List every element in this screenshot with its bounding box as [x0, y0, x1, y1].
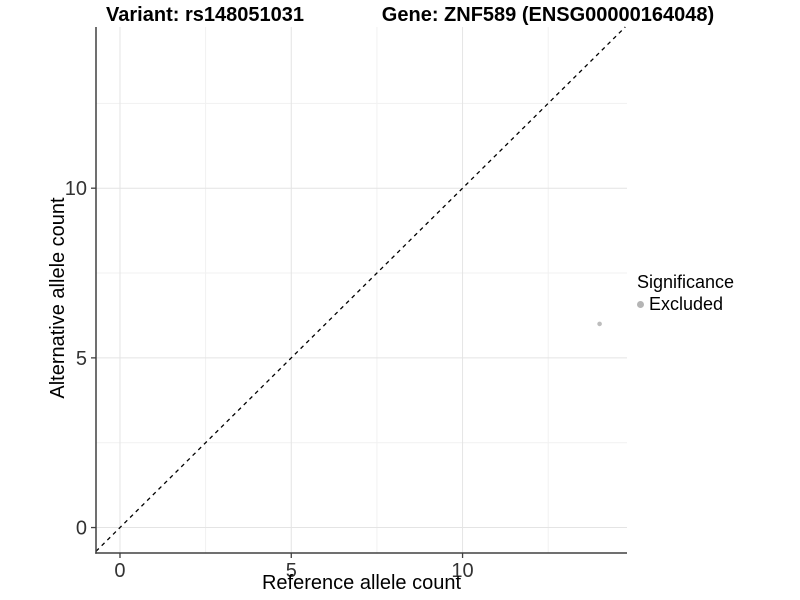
legend-title: Significance	[637, 272, 735, 292]
x-tick-label: 0	[114, 560, 125, 582]
variant-title: Variant: rs148051031	[106, 4, 304, 26]
x-tick-label: 10	[451, 560, 473, 582]
excluded-point-icon	[637, 300, 644, 308]
legend-item-label: Excluded	[649, 294, 724, 314]
legend-item-excluded: Excluded	[637, 293, 734, 315]
identity-dashed-line	[95, 26, 626, 552]
y-axis-title: Alternative allele count	[47, 197, 69, 399]
data-point	[597, 321, 602, 327]
legend: Significance Excluded	[637, 271, 734, 315]
y-tick-label: 5	[76, 348, 87, 370]
gene-title: Gene: ZNF589 (ENSG00000164048)	[381, 4, 715, 26]
x-tick-label: 5	[286, 560, 297, 582]
x-axis-title: Reference allele count	[261, 572, 461, 594]
y-tick-label: 0	[76, 518, 87, 540]
y-tick-label: 10	[65, 178, 87, 200]
